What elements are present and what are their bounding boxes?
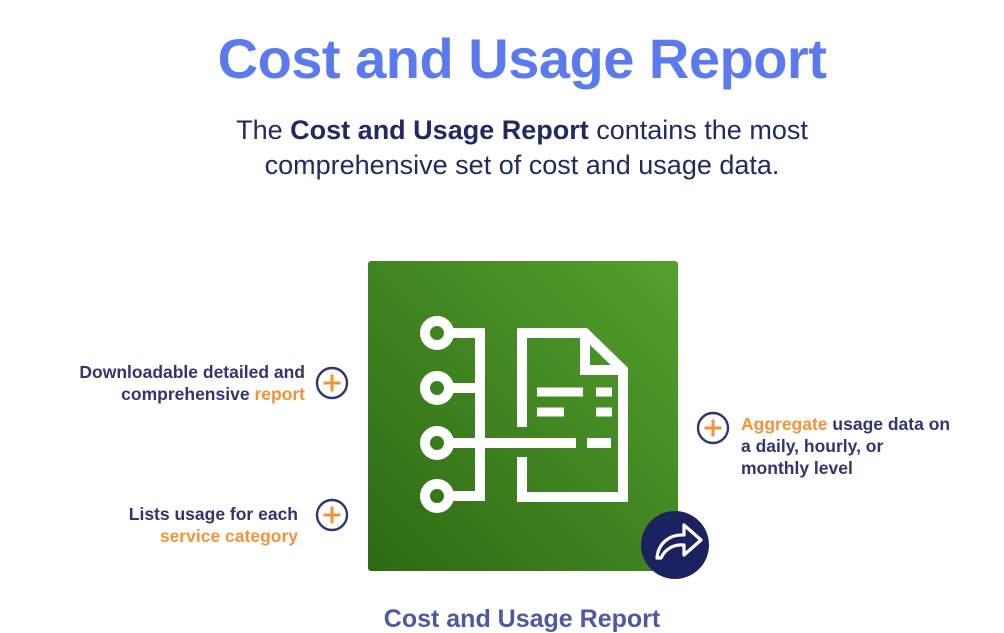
plus-circle-icon[interactable] — [315, 366, 349, 400]
callout-lists-usage: Lists usage for each service category — [88, 503, 298, 547]
callout-text: Downloadable detailed and comprehensive — [79, 362, 305, 405]
callout-text: Lists usage for each — [128, 504, 298, 524]
page-title: Cost and Usage Report — [217, 27, 827, 90]
subtitle-bold: Cost and Usage Report — [290, 115, 589, 145]
callout-aggregate-usage: Aggregate usage data on a daily, hourly,… — [741, 413, 953, 480]
callout-accent: service category — [159, 526, 298, 547]
cost-and-usage-report-service-icon — [368, 261, 678, 571]
tree-nodes-icon — [420, 316, 611, 513]
plus-circle-icon[interactable] — [696, 411, 730, 445]
subtitle-prefix: The — [236, 115, 291, 145]
share-arrow-icon[interactable] — [641, 511, 709, 579]
plus-circle-icon[interactable] — [315, 498, 349, 532]
callout-accent: Aggregate — [741, 414, 828, 434]
document-icon — [517, 328, 628, 502]
subtitle-suffix: contains the most comprehensive set of c… — [264, 115, 808, 181]
callout-downloadable-report: Downloadable detailed and comprehensive … — [77, 361, 305, 405]
page-subtitle: The Cost and Usage Report contains the m… — [222, 113, 822, 183]
figure-caption: Cost and Usage Report — [383, 605, 661, 633]
callout-text: usage data on a daily, hourly, or monthl… — [741, 414, 951, 479]
callout-accent: report — [254, 384, 305, 405]
